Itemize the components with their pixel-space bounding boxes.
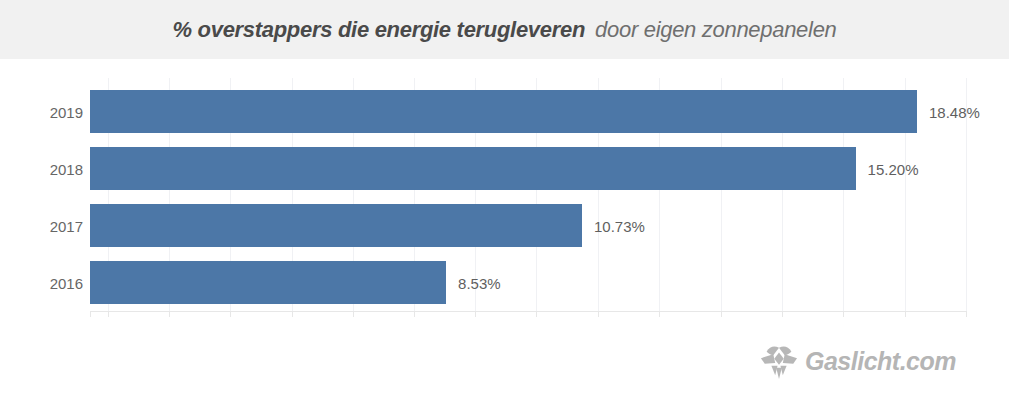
bar-2017[interactable]: 10.73% (90, 204, 582, 247)
category-label-2017: 2017 (50, 217, 83, 234)
bar-2018[interactable]: 15.20% (90, 147, 856, 190)
gaslicht-logo: Gaslicht.com (760, 339, 956, 383)
bar-row: 2018 15.20% (90, 147, 967, 190)
chart-title-light: door eigen zonnepanelen (595, 17, 836, 43)
chart-header: % overstappers die energie terugleveren … (0, 0, 1009, 59)
bar-2019[interactable]: 18.48% (90, 90, 917, 133)
value-label-2019: 18.48% (929, 103, 980, 120)
chart-page: % overstappers die energie terugleveren … (0, 0, 1009, 400)
value-label-2016: 8.53% (458, 274, 501, 291)
bar-row: 2016 8.53% (90, 261, 967, 304)
bar-row: 2017 10.73% (90, 204, 967, 247)
chart-title-bold: % overstappers die energie terugleveren (172, 17, 585, 43)
value-label-2017: 10.73% (594, 217, 645, 234)
category-label-2019: 2019 (50, 103, 83, 120)
plot-area: 2019 18.48% 2018 15.20% 2017 10.73% 2016 (90, 78, 967, 312)
value-label-2018: 15.20% (868, 160, 919, 177)
category-label-2016: 2016 (50, 274, 83, 291)
gaslicht-bee-icon (760, 342, 798, 380)
category-label-2018: 2018 (50, 160, 83, 177)
gaslicht-logo-text: Gaslicht.com (805, 347, 956, 376)
bar-2016[interactable]: 8.53% (90, 261, 446, 304)
bar-row: 2019 18.48% (90, 90, 967, 133)
